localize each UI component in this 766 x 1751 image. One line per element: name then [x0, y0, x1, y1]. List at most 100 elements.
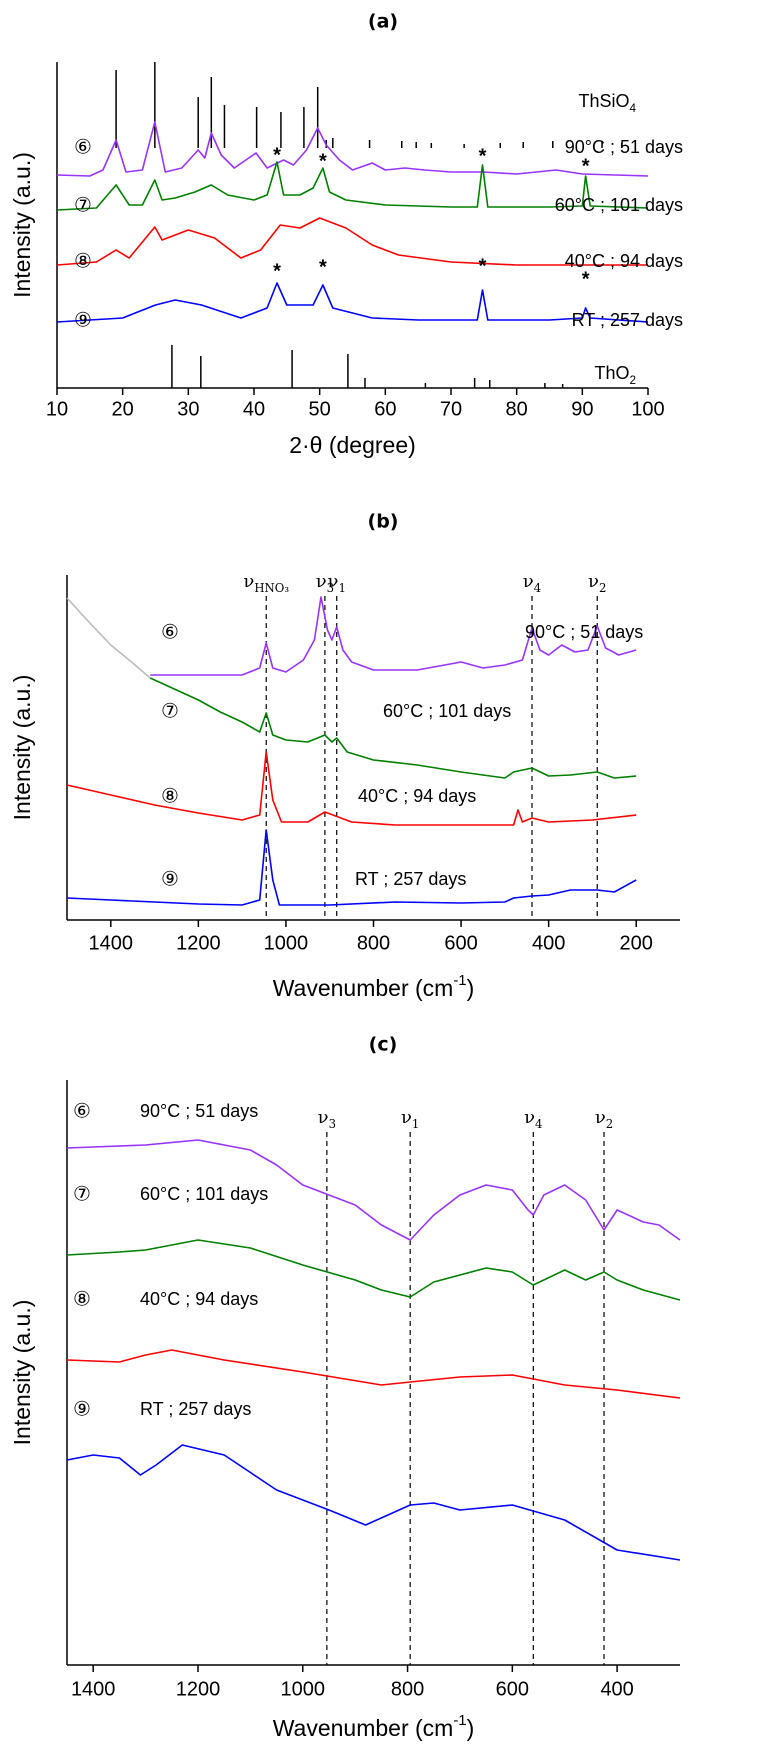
- band-label-text: ν: [318, 1107, 329, 1128]
- x-tick-label: 800: [391, 1678, 424, 1700]
- x-tick-label: 1000: [264, 932, 309, 954]
- sample-number: ⑨: [74, 308, 92, 332]
- series-label: 40°C ; 94 days: [565, 251, 683, 271]
- peak-asterisk: *: [273, 144, 281, 166]
- band-label-text: ν: [328, 571, 339, 592]
- x-tick-label: 600: [444, 932, 477, 954]
- spectrum: [56, 217, 648, 266]
- peak-asterisk: *: [273, 260, 281, 282]
- x-axis-title-sup: -1: [453, 972, 466, 989]
- band-label-text: ν: [588, 571, 599, 592]
- spectrum: [66, 597, 151, 679]
- band-label: ν3: [316, 571, 334, 595]
- y-axis-title: Intensity (a.u.): [9, 1300, 35, 1446]
- band-label: ν1: [401, 1107, 419, 1131]
- band-label-text: ν: [595, 1107, 606, 1128]
- y-axis-title: Intensity (a.u.): [9, 675, 35, 821]
- y-axis-title: Intensity (a.u.): [9, 152, 35, 298]
- reference-label-text: ThO: [594, 363, 629, 383]
- sample-number: ⑦: [161, 699, 179, 723]
- band-label: ν4: [523, 571, 541, 595]
- x-tick-label: 80: [506, 398, 528, 420]
- x-tick-label: 1200: [176, 1678, 221, 1700]
- panel-title: (c): [369, 1034, 398, 1056]
- band-label-sub: 3: [329, 1117, 336, 1131]
- x-axis-title: Wavenumber (cm-1): [273, 1712, 475, 1741]
- sample-number: ⑧: [74, 249, 92, 273]
- x-tick-label: 90: [571, 398, 593, 420]
- panel-title: (a): [368, 11, 398, 33]
- series-label: 60°C ; 101 days: [555, 195, 683, 215]
- peak-asterisk: *: [479, 255, 487, 277]
- peak-asterisk: *: [479, 145, 487, 167]
- band-label-sub: 1: [338, 581, 345, 595]
- sample-number: ⑨: [73, 1397, 91, 1421]
- x-tick-label: 70: [440, 398, 462, 420]
- sample-number: ⑥: [161, 620, 179, 644]
- band-label-sub: 4: [534, 581, 541, 595]
- band-label-text: ν: [524, 1107, 535, 1128]
- peak-asterisk: *: [319, 256, 327, 278]
- x-tick-label: 60: [374, 398, 396, 420]
- series-label: RT ; 257 days: [140, 1399, 251, 1419]
- sample-number: ⑥: [74, 135, 92, 159]
- band-label: ν4: [524, 1107, 542, 1131]
- band-label-sub: 2: [599, 581, 606, 595]
- x-tick-label: 1200: [176, 932, 221, 954]
- sample-number: ⑦: [74, 193, 92, 217]
- spectrum: [66, 751, 637, 826]
- sample-number: ⑧: [161, 784, 179, 808]
- spectrum: [66, 1444, 681, 1561]
- reference-label: ThO2: [594, 363, 636, 387]
- band-label-text: ν: [401, 1107, 412, 1128]
- x-tick-label: 400: [532, 932, 565, 954]
- x-tick-label: 1400: [71, 1678, 116, 1700]
- series-label: 40°C ; 94 days: [140, 1289, 258, 1309]
- sample-number: ⑧: [73, 1287, 91, 1311]
- x-axis-title-after: ): [467, 1715, 475, 1741]
- x-tick-label: 600: [496, 1678, 529, 1700]
- spectrum: [66, 1349, 681, 1399]
- x-tick-label: 400: [600, 1678, 633, 1700]
- series-label: 40°C ; 94 days: [358, 786, 476, 806]
- peak-asterisk: *: [582, 155, 590, 177]
- x-axis-title-text: Wavenumber (cm: [273, 1715, 454, 1741]
- band-label-sub: 1: [412, 1117, 419, 1131]
- x-axis-title-sup: -1: [453, 1712, 466, 1729]
- reference-label-sub: 4: [629, 102, 636, 115]
- peak-asterisk: *: [319, 150, 327, 172]
- band-label: ν3: [318, 1107, 336, 1131]
- band-label: ν2: [588, 571, 606, 595]
- series-label: 60°C ; 101 days: [140, 1184, 268, 1204]
- peak-asterisk: *: [582, 268, 590, 290]
- x-axis-title: Wavenumber (cm-1): [273, 972, 475, 1001]
- band-label-sub: 3: [327, 581, 334, 595]
- sample-number: ⑨: [161, 867, 179, 891]
- series-label: 90°C ; 51 days: [525, 622, 643, 642]
- x-tick-label: 800: [357, 932, 390, 954]
- x-tick-label: 1000: [281, 1678, 326, 1700]
- x-axis-title: 2·θ (degree): [289, 432, 416, 458]
- x-tick-label: 100: [631, 398, 664, 420]
- series-label: 90°C ; 51 days: [565, 137, 683, 157]
- reference-label-sub: 2: [629, 374, 636, 387]
- band-label: νHNO₃: [243, 571, 289, 595]
- x-tick-label: 50: [309, 398, 331, 420]
- series-label: 90°C ; 51 days: [140, 1101, 258, 1121]
- x-tick-label: 30: [177, 398, 199, 420]
- spectrum: [66, 1139, 681, 1241]
- x-tick-label: 20: [112, 398, 134, 420]
- band-label-sub: 2: [606, 1117, 613, 1131]
- x-axis-title-after: ): [467, 975, 475, 1001]
- band-label: ν2: [595, 1107, 613, 1131]
- reference-label-text: ThSiO: [578, 91, 629, 111]
- spectrum: [150, 596, 637, 676]
- spectrum: [66, 1239, 681, 1301]
- x-axis-title-text: Wavenumber (cm: [273, 975, 454, 1001]
- series-label: RT ; 257 days: [572, 310, 683, 330]
- band-label: ν1: [328, 571, 346, 595]
- panel-title: (b): [368, 511, 399, 533]
- band-label-sub: 4: [535, 1117, 542, 1131]
- series-label: RT ; 257 days: [355, 869, 466, 889]
